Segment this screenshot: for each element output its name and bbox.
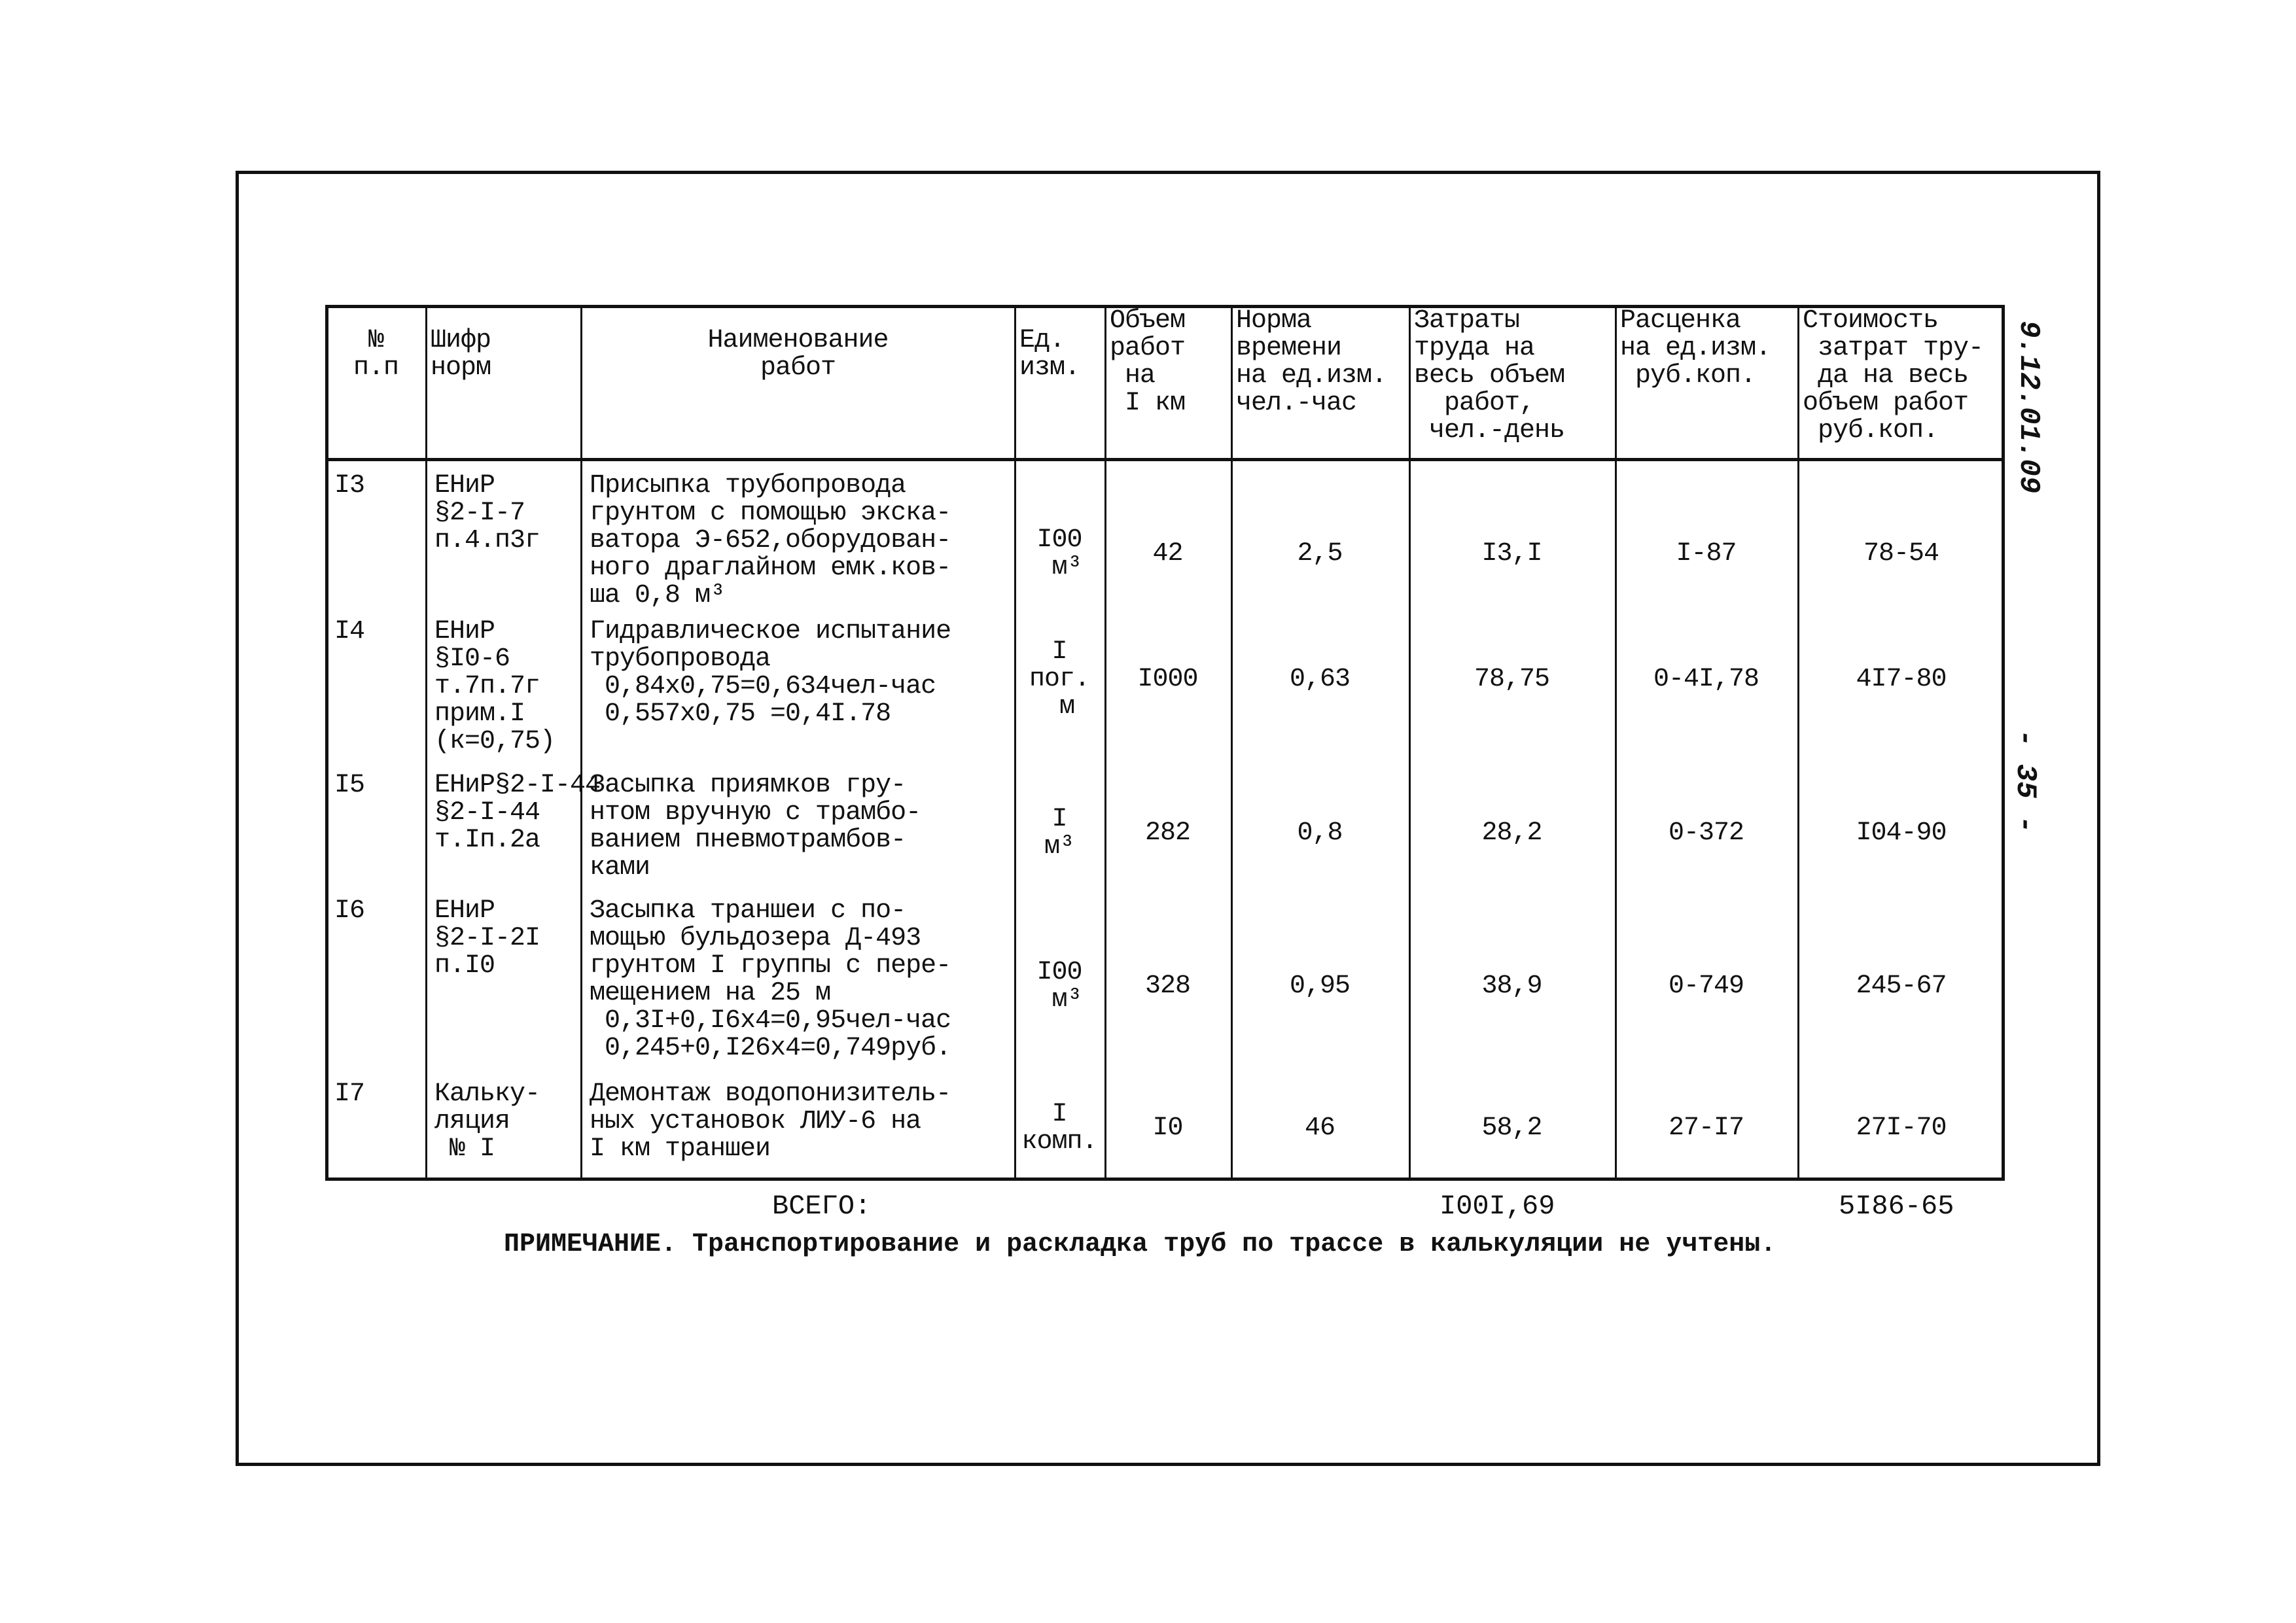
document-code: 9.12.01.09 [2012, 321, 2045, 494]
row-I6-col-rate: 0-749 [1668, 971, 1744, 1001]
header-divider [325, 458, 2005, 461]
total-labor: I00I,69 [1439, 1191, 1555, 1222]
row-I7-col-cost: 27I-70 [1856, 1113, 1947, 1143]
header-col-labor: Затраты труда на весь объем работ, чел.-… [1414, 306, 1565, 445]
header-col-unit: Ед. изм. [1019, 326, 1080, 383]
header-col-work-name: Наименование работ [707, 326, 889, 383]
note: ПРИМЕЧАНИЕ. Транспортирование и раскладк… [504, 1230, 1776, 1259]
row-I7-col-volume: I0 [1152, 1113, 1183, 1143]
column-divider [580, 305, 582, 1181]
header-col-cost: Стоимость затрат тру- да на весь объем р… [1803, 306, 1984, 445]
header-col-norm-code: Шифр норм [431, 326, 491, 383]
row-I6-col-volume: 328 [1144, 971, 1191, 1001]
row-I5-col-time-norm: 0,8 [1297, 818, 1343, 848]
row-I7-col-norm-code: Кальку- ляция № I [434, 1079, 540, 1164]
row-I5-col-volume: 282 [1144, 818, 1191, 848]
row-I5-col-labor: 28,2 [1481, 818, 1542, 848]
row-I3-col-time-norm: 2,5 [1297, 539, 1343, 568]
total-label: ВСЕГО: [772, 1191, 872, 1222]
row-I5-col-number: I5 [334, 771, 365, 800]
column-divider [1409, 305, 1411, 1181]
row-I3-col-volume: 42 [1152, 539, 1183, 568]
row-I6-col-work-name: Засыпка траншеи с по- мощью бульдозера Д… [590, 896, 951, 1063]
row-I4-col-volume: I000 [1137, 665, 1198, 694]
column-divider [1797, 305, 1799, 1181]
page-number: - 35 - [2009, 729, 2041, 833]
column-divider [1014, 305, 1016, 1181]
row-I3-col-work-name: Присыпка трубопровода грунтом с помощью … [590, 471, 951, 610]
row-I7-col-number: I7 [334, 1079, 365, 1109]
row-I7-col-rate: 27-I7 [1668, 1113, 1744, 1143]
header-col-rate: Расценка на ед.изм. руб.коп. [1620, 306, 1771, 391]
row-I7-col-time-norm: 46 [1304, 1113, 1335, 1143]
row-I6-col-cost: 245-67 [1856, 971, 1947, 1001]
row-I4-col-rate: 0-4I,78 [1653, 665, 1759, 694]
column-divider [1104, 305, 1106, 1181]
row-I6-col-number: I6 [334, 896, 365, 926]
row-I6-col-unit: I00 м³ [1036, 958, 1082, 1015]
column-divider [425, 305, 427, 1181]
row-I3-col-norm-code: ЕНиР §2-I-7 п.4.п3г [434, 471, 540, 555]
header-col-number: № п.п [353, 326, 399, 383]
row-I4-col-number: I4 [334, 617, 365, 646]
header-col-time-norm: Норма времени на ед.изм. чел.-час [1236, 306, 1387, 418]
row-I6-col-norm-code: ЕНиР §2-I-2I п.I0 [434, 896, 540, 981]
row-I6-col-labor: 38,9 [1481, 971, 1542, 1001]
column-divider [1615, 305, 1617, 1181]
row-I7-col-work-name: Демонтаж водопонизитель- ных установок Л… [590, 1079, 951, 1164]
row-I7-col-unit: I комп. [1021, 1100, 1097, 1157]
row-I3-col-rate: I-87 [1676, 539, 1737, 568]
cost-table [325, 305, 2005, 1181]
page-frame [236, 171, 2100, 1466]
row-I4-col-cost: 4I7-80 [1856, 665, 1947, 694]
header-col-volume: Объем работ на I км [1110, 306, 1186, 418]
row-I3-col-number: I3 [334, 471, 365, 500]
column-divider [1231, 305, 1233, 1181]
row-I5-col-cost: I04-90 [1856, 818, 1947, 848]
row-I6-col-time-norm: 0,95 [1289, 971, 1351, 1001]
row-I5-col-rate: 0-372 [1668, 818, 1744, 848]
row-I4-col-norm-code: ЕНиР §I0-6 т.7п.7г прим.I (к=0,75) [434, 617, 556, 756]
row-I5-col-unit: I м³ [1044, 805, 1075, 862]
row-I4-col-work-name: Гидравлическое испытание трубопровода 0,… [590, 617, 951, 729]
row-I7-col-labor: 58,2 [1481, 1113, 1542, 1143]
row-I3-col-cost: 78-54 [1863, 539, 1939, 568]
row-I4-col-time-norm: 0,63 [1289, 665, 1351, 694]
row-I3-col-labor: I3,I [1481, 539, 1542, 568]
row-I4-col-unit: I пог. м [1029, 637, 1090, 722]
row-I5-col-norm-code: ЕНиР§2-I-44 §2-I-44 т.Iп.2а [434, 771, 601, 855]
row-I4-col-labor: 78,75 [1474, 665, 1550, 694]
row-I5-col-work-name: Засыпка приямков гру- нтом вручную с тра… [590, 771, 921, 882]
total-cost: 5I86-65 [1839, 1191, 1954, 1222]
row-I3-col-unit: I00 м³ [1036, 525, 1082, 582]
